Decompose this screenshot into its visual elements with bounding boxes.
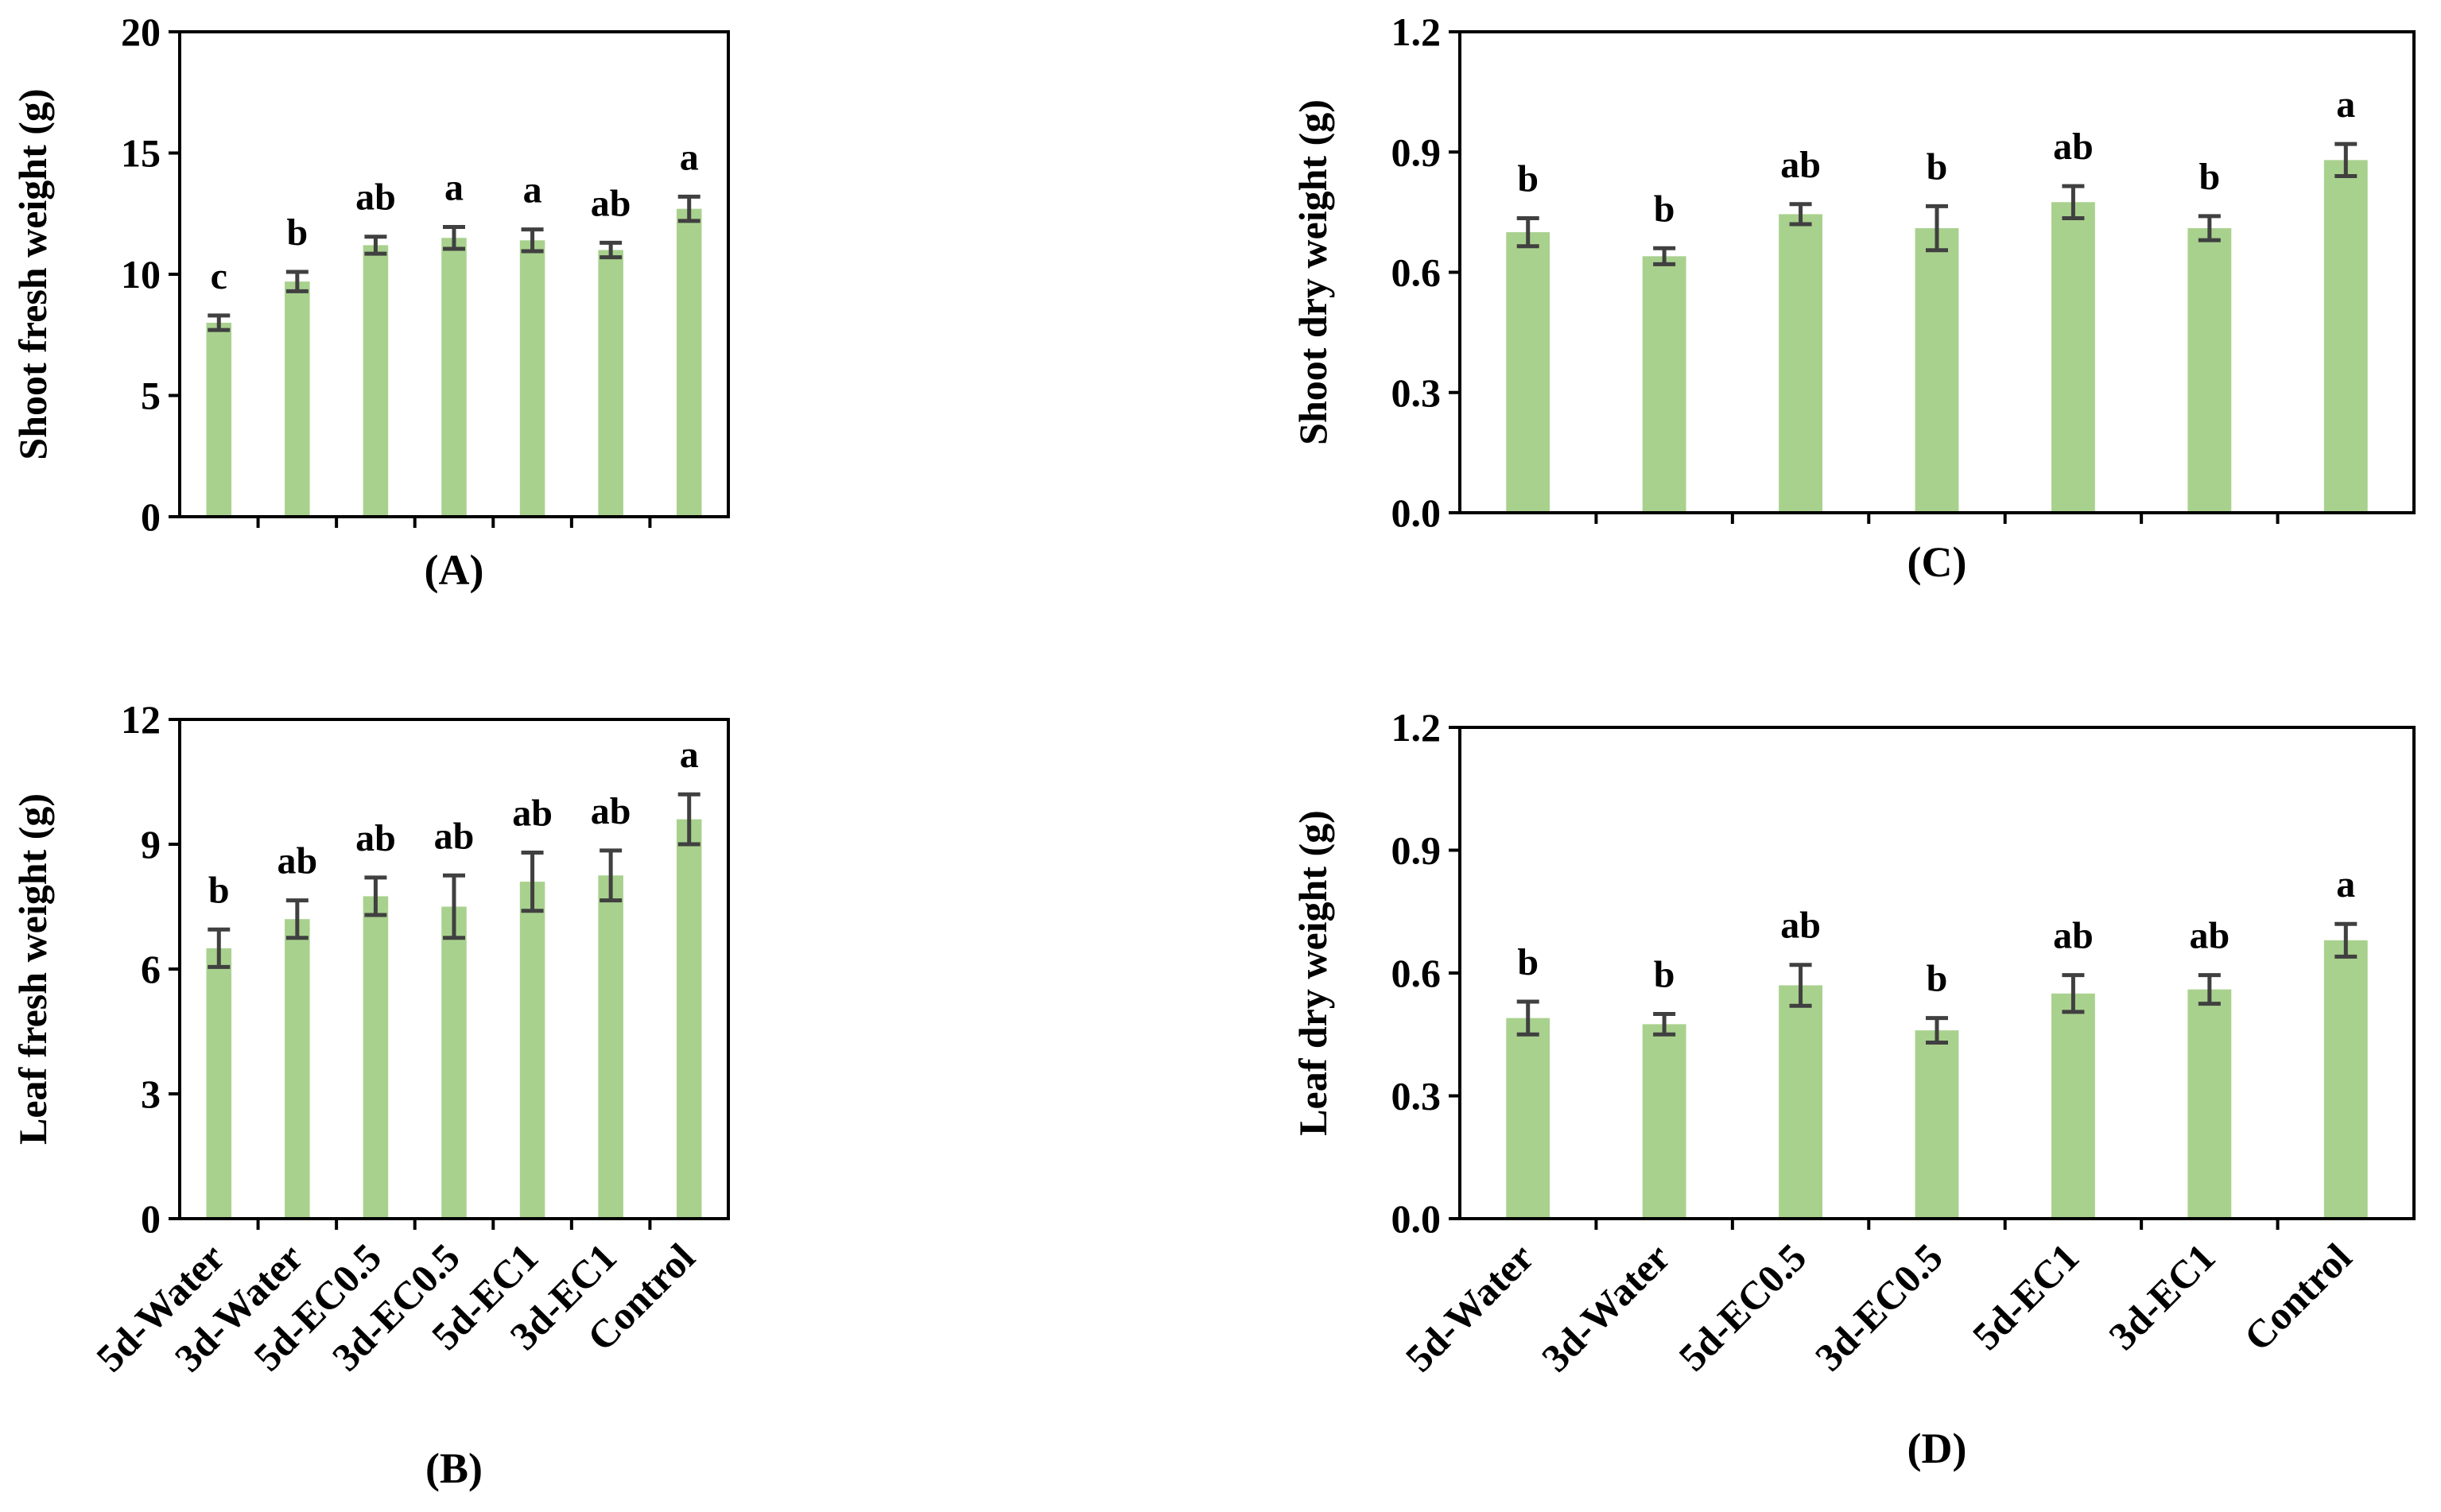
- y-tick-label: 0.0: [1391, 490, 1442, 535]
- significance-label: b: [1517, 157, 1539, 200]
- y-tick-label: 0.9: [1391, 130, 1442, 174]
- significance-label: a: [2336, 863, 2355, 905]
- bar-3d-water: [1642, 1024, 1686, 1217]
- significance-label: b: [1927, 145, 1948, 188]
- x-category-label: Control: [2235, 1235, 2360, 1359]
- x-category-label: 3d-EC0.5: [1806, 1235, 1951, 1379]
- x-category-label: 5d-EC1: [1964, 1235, 2088, 1359]
- y-axis-title: Shoot dry weight (g): [1290, 99, 1335, 445]
- y-tick-label: 1.2: [1391, 705, 1442, 750]
- y-tick-label: 3: [141, 1072, 161, 1116]
- x-category-label: 3d-EC1: [2100, 1235, 2224, 1359]
- bar-5d-ec1: [2051, 202, 2095, 512]
- bar-3d-water: [285, 281, 310, 515]
- significance-label: b: [1654, 188, 1675, 230]
- x-category-label: 3d-Water: [1533, 1235, 1678, 1380]
- bar-5d-ec0-5: [363, 896, 389, 1217]
- y-tick-label: 0.3: [1391, 1074, 1442, 1118]
- significance-label: a: [2336, 83, 2355, 126]
- bar-3d-water: [285, 919, 310, 1217]
- significance-label: ab: [355, 176, 396, 219]
- significance-label: ab: [2053, 915, 2094, 957]
- x-category-label: 5d-Water: [1397, 1235, 1543, 1380]
- bar-3d-ec0-5: [441, 238, 467, 515]
- y-tick-label: 15: [121, 131, 161, 176]
- y-axis-title: Leaf fresh weight (g): [10, 793, 55, 1145]
- significance-label: b: [1517, 941, 1539, 983]
- y-axis-title: Leaf dry weight (g): [1290, 810, 1335, 1136]
- significance-label: b: [287, 211, 309, 254]
- significance-label: a: [680, 136, 699, 178]
- bar-3d-water: [1642, 256, 1686, 511]
- significance-label: b: [208, 869, 230, 911]
- bar-control: [676, 819, 702, 1217]
- significance-label: ab: [1780, 905, 1821, 947]
- y-tick-label: 20: [121, 10, 161, 54]
- panel-label: (D): [1907, 1425, 1967, 1472]
- y-tick-label: 12: [121, 697, 161, 742]
- bar-5d-ec0-5: [1779, 985, 1822, 1217]
- y-tick-label: 0: [141, 494, 161, 539]
- bar-control: [676, 208, 702, 515]
- significance-label: ab: [591, 790, 631, 832]
- bar-3d-ec1: [2187, 989, 2232, 1217]
- chart-panel-d: 0.0 0.3 0.6 0.9 1.2 Leaf dry weight (g) b 5d-Wa…: [1290, 705, 2416, 1472]
- significance-label: b: [1654, 954, 1675, 996]
- bar-5d-ec1: [2051, 993, 2095, 1217]
- significance-label: ab: [591, 182, 631, 224]
- y-tick-label: 0.6: [1391, 951, 1442, 995]
- bar-5d-ec1: [519, 882, 545, 1217]
- significance-label: a: [444, 167, 464, 209]
- y-tick-label: 5: [141, 374, 161, 418]
- significance-label: ab: [2053, 126, 2094, 168]
- bar-3d-ec1: [2187, 228, 2232, 511]
- y-tick-label: 10: [121, 252, 161, 297]
- y-axis-title: Shoot fresh weight (g): [10, 88, 55, 459]
- bar-5d-water: [206, 323, 232, 515]
- y-tick-label: 0.0: [1391, 1196, 1442, 1241]
- bar-3d-ec0-5: [441, 906, 467, 1217]
- y-tick-label: 1.2: [1391, 10, 1442, 54]
- bar-3d-ec1: [598, 875, 623, 1217]
- bar-3d-ec0-5: [1915, 228, 1959, 511]
- y-tick-label: 0: [141, 1196, 161, 1241]
- bar-5d-ec1: [519, 240, 545, 515]
- panel-label: (B): [425, 1444, 483, 1492]
- significance-label: b: [2199, 156, 2221, 198]
- bar-5d-ec0-5: [363, 245, 389, 515]
- significance-label: a: [680, 734, 699, 776]
- bar-5d-water: [1506, 1018, 1550, 1217]
- significance-label: b: [1927, 958, 1948, 1000]
- bar-5d-water: [206, 948, 232, 1217]
- significance-label: a: [523, 169, 542, 211]
- significance-label: c: [211, 255, 227, 297]
- y-tick-label: 0.3: [1391, 370, 1442, 415]
- bar-5d-water: [1506, 232, 1550, 511]
- panel-label: (C): [1907, 538, 1967, 586]
- bar-3d-ec0-5: [1915, 1030, 1959, 1217]
- significance-label: ab: [355, 817, 396, 859]
- y-tick-label: 0.9: [1391, 828, 1442, 873]
- bar-5d-ec0-5: [1779, 214, 1822, 511]
- significance-label: ab: [512, 792, 553, 834]
- significance-label: ab: [434, 815, 475, 857]
- significance-label: ab: [1780, 144, 1821, 186]
- bar-3d-ec1: [598, 250, 623, 515]
- significance-label: ab: [2190, 915, 2230, 957]
- bar-control: [2323, 940, 2368, 1217]
- x-category-label: 5d-EC0.5: [1670, 1235, 1814, 1379]
- panel-label: (A): [425, 546, 484, 594]
- y-tick-label: 9: [141, 822, 161, 866]
- y-tick-label: 0.6: [1391, 250, 1442, 295]
- chart-panel-a: 0 5 10 15 20 Shoot fresh weight (g) c b ab a a ab a (…: [10, 10, 730, 594]
- y-tick-label: 6: [141, 947, 161, 991]
- significance-label: ab: [277, 840, 318, 882]
- bar-control: [2323, 160, 2368, 512]
